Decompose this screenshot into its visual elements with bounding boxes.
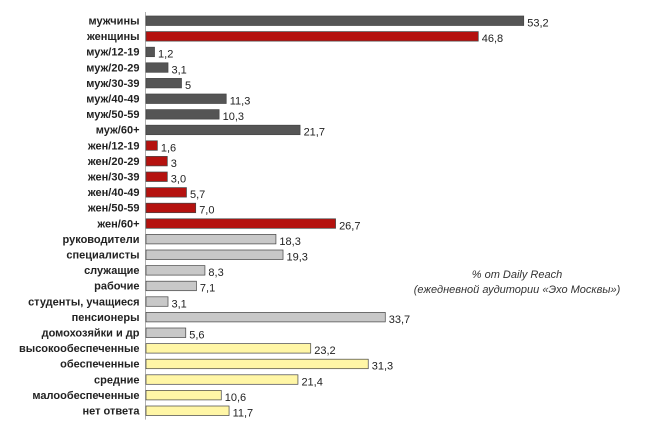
- bar: [145, 62, 169, 73]
- category-label: высокообеспеченные: [19, 343, 139, 355]
- value-label: 21,4: [301, 376, 322, 388]
- bar: [145, 249, 284, 260]
- bar: [145, 312, 386, 323]
- category-label: женщины: [86, 31, 140, 43]
- value-label: 8,3: [208, 267, 223, 279]
- bar: [145, 296, 169, 307]
- category-label: муж/12-19: [86, 47, 139, 59]
- bar: [145, 93, 227, 104]
- value-label: 18,3: [279, 236, 300, 248]
- category-label: специалисты: [66, 250, 139, 262]
- value-label: 3: [171, 158, 177, 170]
- value-label: 26,7: [339, 220, 360, 232]
- bar: [145, 156, 168, 167]
- category-label: жен/30-39: [87, 172, 140, 184]
- value-label: 3,1: [172, 64, 187, 76]
- category-label: муж/20-29: [86, 62, 139, 74]
- value-label: 21,7: [304, 127, 325, 139]
- bar: [145, 15, 525, 26]
- category-label: муж/50-59: [86, 109, 139, 121]
- value-label: 11,3: [230, 96, 251, 108]
- bar: [145, 31, 479, 42]
- category-label: мужчины: [89, 16, 140, 28]
- bar: [145, 390, 222, 401]
- bar: [145, 405, 230, 416]
- bar: [145, 265, 206, 276]
- category-label: жен/12-19: [87, 140, 140, 152]
- value-label: 5,6: [189, 330, 204, 342]
- bar: [145, 109, 220, 120]
- value-label: 1,6: [161, 142, 176, 154]
- category-label: нет ответа: [83, 406, 141, 418]
- category-label: жен/60+: [96, 218, 139, 230]
- value-label: 7,1: [200, 283, 215, 295]
- bar: [145, 358, 369, 370]
- category-label: домохозяйки и др: [42, 328, 140, 340]
- category-label: малообеспеченные: [32, 390, 139, 402]
- value-label: 1,2: [158, 49, 173, 61]
- bar: [145, 202, 197, 214]
- note-line-2: (ежедневной аудитории «Эхо Москвы»): [413, 284, 621, 296]
- category-label: средние: [94, 374, 139, 386]
- bar: [145, 46, 155, 58]
- category-label: муж/40-49: [86, 94, 139, 106]
- category-label: муж/60+: [96, 125, 140, 137]
- value-label: 10,6: [225, 392, 246, 404]
- value-label: 5,7: [190, 189, 205, 201]
- category-label: муж/30-39: [86, 78, 139, 90]
- bar: [145, 374, 299, 385]
- category-label: жен/40-49: [87, 187, 140, 199]
- bar: [145, 327, 187, 338]
- value-label: 11,7: [233, 408, 254, 420]
- note-line-1: % от Daily Reach: [471, 269, 563, 281]
- value-label: 5: [185, 80, 191, 92]
- bar: [145, 218, 336, 229]
- value-label: 31,3: [372, 361, 393, 373]
- value-label: 19,3: [287, 252, 308, 264]
- value-label: 53,2: [527, 18, 548, 30]
- value-label: 33,7: [389, 314, 410, 326]
- bar: [145, 124, 301, 136]
- bar: [145, 171, 168, 182]
- category-label: рабочие: [94, 281, 139, 293]
- category-label: руководители: [63, 234, 140, 246]
- category-label: жен/50-59: [87, 203, 140, 215]
- value-label: 10,3: [223, 111, 244, 123]
- category-label: обеспеченные: [60, 359, 139, 371]
- bar: [145, 140, 158, 151]
- value-label: 23,2: [314, 345, 335, 357]
- bar: [145, 78, 182, 89]
- category-label: пенсионеры: [72, 312, 140, 324]
- category-label: служащие: [84, 265, 139, 277]
- bar: [145, 280, 197, 292]
- bar: [145, 234, 277, 245]
- bar: [145, 187, 187, 198]
- category-label: жен/20-29: [87, 156, 140, 168]
- value-label: 7,0: [199, 205, 214, 217]
- value-label: 46,8: [482, 33, 503, 45]
- category-label: студенты, учащиеся: [28, 296, 139, 308]
- chart-note: % от Daily Reach (ежедневной аудитории «…: [392, 268, 642, 298]
- bar: [145, 343, 312, 354]
- value-label: 3,0: [171, 174, 186, 186]
- value-label: 3,1: [172, 298, 187, 310]
